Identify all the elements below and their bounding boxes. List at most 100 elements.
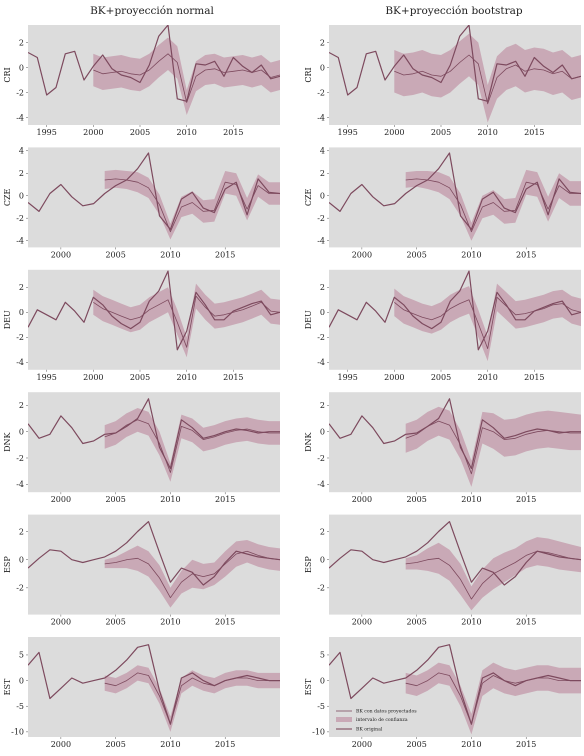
panel-deu-bootstrap-xtick-label: 1995 bbox=[337, 373, 357, 382]
panel-est-normal-ytick-label: -10 bbox=[11, 728, 24, 737]
panel-est-bootstrap-ytick-label: 5 bbox=[320, 651, 325, 660]
panel-dnk-normal-xtick-label: 2015 bbox=[215, 495, 235, 504]
panel-esp-bootstrap-plot-area bbox=[329, 521, 581, 611]
panel-deu-bootstrap-xtick-label: 2005 bbox=[431, 373, 451, 382]
panel-esp-bootstrap-xtick-label: 2005 bbox=[406, 618, 426, 627]
panel-esp-bootstrap-country-label: ESP bbox=[304, 556, 313, 573]
panel-est-normal-plot-area bbox=[28, 644, 280, 732]
panel-cze-bootstrap-ytick-label: -2 bbox=[317, 214, 325, 223]
panel-deu-normal-plot-area bbox=[28, 270, 280, 358]
panel-cri-normal-xtick-label: 2000 bbox=[83, 128, 103, 137]
panel-cri-normal: 2 0 -2 -4 1995 2000 2005 2010 2015 CRI bbox=[3, 25, 280, 137]
panel-cze-normal-ytick-label: -2 bbox=[16, 214, 24, 223]
panel-cze-bootstrap-ytick-label: -4 bbox=[317, 236, 325, 245]
panel-cze-bootstrap-original-line bbox=[329, 152, 581, 230]
panel-cri-bootstrap-ci-band bbox=[394, 33, 581, 123]
panel-deu-bootstrap-country-label: DEU bbox=[304, 310, 313, 329]
panel-cze-bootstrap-ytick-label: 2 bbox=[320, 169, 325, 178]
panel-esp-bootstrap-xtick-label: 2010 bbox=[461, 618, 481, 627]
panel-est-bootstrap-xtick-label: 2005 bbox=[406, 740, 426, 749]
panel-cri-bootstrap-xtick-label: 2000 bbox=[384, 128, 404, 137]
panel-esp-normal-xtick-label: 2005 bbox=[105, 618, 125, 627]
panel-cri-normal-xtick-label: 2015 bbox=[223, 128, 243, 137]
panel-deu-bootstrap-projected-line bbox=[394, 296, 581, 349]
panel-cze-bootstrap-ytick-label: 4 bbox=[320, 147, 325, 156]
panel-deu-normal-ci-band bbox=[93, 283, 280, 358]
panel-deu-bootstrap-xtick-label: 2010 bbox=[477, 373, 497, 382]
panel-dnk-normal-ytick-label: -2 bbox=[16, 454, 24, 463]
legend-proj-label: BK con datos proyectados bbox=[356, 709, 417, 715]
panel-esp-normal-ytick-label: -2 bbox=[16, 584, 24, 593]
panel-cze-bootstrap-xtick-label: 2005 bbox=[406, 250, 426, 259]
panel-dnk-bootstrap-ytick-label: -4 bbox=[317, 480, 325, 489]
panel-cze-normal-ci-band bbox=[104, 169, 280, 240]
panel-deu-normal-xtick-label: 2010 bbox=[176, 373, 196, 382]
column-title-bootstrap: BK+proyección bootstrap bbox=[385, 5, 523, 17]
panel-deu-bootstrap: 2 0 -2 -4 1995 2000 2005 2010 2015 DEU bbox=[304, 269, 581, 382]
panel-cze-bootstrap-ytick-label: 0 bbox=[320, 192, 325, 201]
panel-cze-bootstrap-xtick-label: 2000 bbox=[352, 250, 372, 259]
panel-esp-normal-country-label: ESP bbox=[3, 556, 12, 573]
panel-deu-bootstrap-xtick-label: 2000 bbox=[384, 373, 404, 382]
panel-cri-bootstrap-projected-line bbox=[394, 54, 581, 105]
panel-cze-bootstrap-xtick-label: 2015 bbox=[516, 250, 536, 259]
panel-est-bootstrap-country-label: EST bbox=[304, 678, 313, 695]
panel-cri-normal-country-label: CRI bbox=[3, 67, 12, 82]
panel-dnk-normal-ytick-label: -4 bbox=[16, 480, 24, 489]
panel-cze-normal-ytick-label: 2 bbox=[19, 169, 24, 178]
panel-est-normal-ytick-label: 0 bbox=[19, 676, 24, 685]
panel-cri-normal-projected-line bbox=[93, 53, 280, 103]
panel-cri-bootstrap-ytick-label: -2 bbox=[317, 88, 325, 97]
panel-cri-normal-original-line bbox=[28, 25, 280, 102]
panel-deu-bootstrap-ytick-label: -2 bbox=[317, 333, 325, 342]
panel-est-normal-country-label: EST bbox=[3, 678, 12, 695]
panel-cri-bootstrap-original-line bbox=[329, 25, 581, 102]
panel-cri-bootstrap-ytick-label: 2 bbox=[320, 38, 325, 47]
panel-cze-normal-original-line bbox=[28, 152, 280, 230]
panel-deu-bootstrap-ytick-label: 0 bbox=[320, 308, 325, 317]
panel-esp-normal-xtick-label: 2010 bbox=[160, 618, 180, 627]
panel-cze-bootstrap-xtick-label: 2010 bbox=[461, 250, 481, 259]
panel-esp-normal-plot-area bbox=[28, 521, 280, 608]
panel-deu-normal-xtick-label: 2000 bbox=[83, 373, 103, 382]
panel-cri-bootstrap-ytick-label: -4 bbox=[317, 113, 325, 122]
panel-cze-normal-plot-area bbox=[28, 152, 280, 240]
panel-deu-bootstrap-ytick-label: 2 bbox=[320, 283, 325, 292]
panel-cri-bootstrap: 2 0 -2 -4 1995 2000 2005 2010 2015 CRI bbox=[304, 25, 581, 137]
panel-est-bootstrap-ytick-label: -5 bbox=[317, 702, 325, 711]
panel-cri-bootstrap-plot-area bbox=[329, 25, 581, 123]
panel-est-normal-xtick-label: 2005 bbox=[105, 740, 125, 749]
panel-esp-bootstrap-xtick-label: 2000 bbox=[352, 618, 372, 627]
legend-band-label: intervalo de confianza bbox=[356, 717, 408, 723]
panel-esp-bootstrap-ytick-label: 0 bbox=[320, 555, 325, 564]
panel-deu-normal-original-line bbox=[28, 270, 280, 351]
panel-esp-bootstrap: 2 0 -2 2000 2005 2010 2015 ESP bbox=[304, 514, 581, 627]
panel-esp-normal-projected-line bbox=[104, 550, 280, 599]
panel-deu-normal-xtick-label: 2005 bbox=[130, 373, 150, 382]
panel-dnk-bootstrap-plot-area bbox=[329, 398, 581, 487]
panel-est-bootstrap-ytick-label: -10 bbox=[312, 728, 325, 737]
column-title-normal: BK+proyección normal bbox=[90, 5, 214, 17]
panel-est-normal: 5 0 -5 -10 2000 2005 2010 2015 EST bbox=[3, 637, 280, 749]
panel-cze-normal-ytick-label: -4 bbox=[16, 236, 24, 245]
panel-cze-normal-xtick-label: 2010 bbox=[160, 250, 180, 259]
panel-deu-bootstrap-xtick-label: 2015 bbox=[524, 373, 544, 382]
panel-dnk-bootstrap-ytick-label: 2 bbox=[320, 401, 325, 410]
panel-cze-bootstrap: 4 2 0 -2 -4 2000 2005 2010 2015 CZE bbox=[304, 147, 581, 259]
panel-dnk-bootstrap-country-label: DNK bbox=[304, 431, 313, 451]
panel-deu-normal-ytick-label: 0 bbox=[19, 308, 24, 317]
panel-dnk-bootstrap-xtick-label: 2000 bbox=[352, 495, 372, 504]
panel-deu-normal-ytick-label: -4 bbox=[16, 358, 24, 367]
panel-esp-bootstrap-ytick-label: 2 bbox=[320, 527, 325, 536]
panel-dnk-bootstrap-original-line bbox=[329, 398, 581, 470]
panel-cri-normal-xtick-label: 1995 bbox=[36, 128, 56, 137]
panel-cri-normal-ytick-label: -2 bbox=[16, 88, 24, 97]
legend-band-swatch bbox=[336, 717, 352, 722]
panel-est-normal-xtick-label: 2015 bbox=[215, 740, 235, 749]
panel-cri-normal-plot-area bbox=[28, 25, 280, 115]
panel-deu-normal-projected-line bbox=[93, 295, 280, 348]
panel-esp-bootstrap-original-line bbox=[329, 521, 581, 586]
panel-esp-normal: 2 0 -2 2000 2005 2010 2015 ESP bbox=[3, 514, 280, 627]
